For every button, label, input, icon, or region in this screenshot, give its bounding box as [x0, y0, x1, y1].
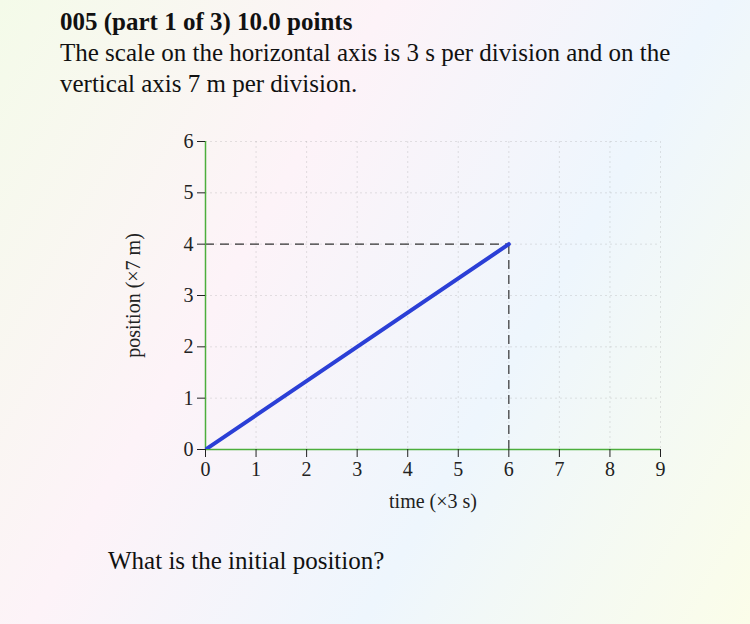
svg-text:2: 2 [302, 458, 312, 480]
svg-text:0: 0 [201, 458, 211, 480]
svg-text:6: 6 [184, 130, 194, 152]
html-text:005 (part 1 of 3) 10.0 points: 005 (part 1 of 3) 10.0 points [60, 8, 353, 35]
svg-text:position (×7 m): position (×7 m) [122, 233, 145, 358]
svg-text:4: 4 [403, 458, 413, 480]
svg-text:2: 2 [184, 335, 194, 357]
svg-text:5: 5 [184, 181, 194, 203]
svg-text:1: 1 [251, 458, 261, 480]
svg-text:1: 1 [184, 387, 194, 409]
svg-text:3: 3 [184, 284, 194, 306]
svg-text:4: 4 [184, 233, 194, 255]
svg-text:7: 7 [554, 458, 564, 480]
html-text:What is the initial position?: What is the initial position? [108, 547, 385, 574]
svg-text:0: 0 [184, 438, 194, 460]
svg-text:6: 6 [504, 458, 514, 480]
svg-text:8: 8 [605, 458, 615, 480]
html-text:The scale on the horizontal ax: The scale on the horizontal axis is 3 s … [60, 39, 671, 97]
svg-text:3: 3 [352, 458, 362, 480]
svg-text:9: 9 [656, 458, 666, 480]
svg-text:5: 5 [453, 458, 463, 480]
svg-text:time (×3 s): time (×3 s) [389, 490, 477, 513]
